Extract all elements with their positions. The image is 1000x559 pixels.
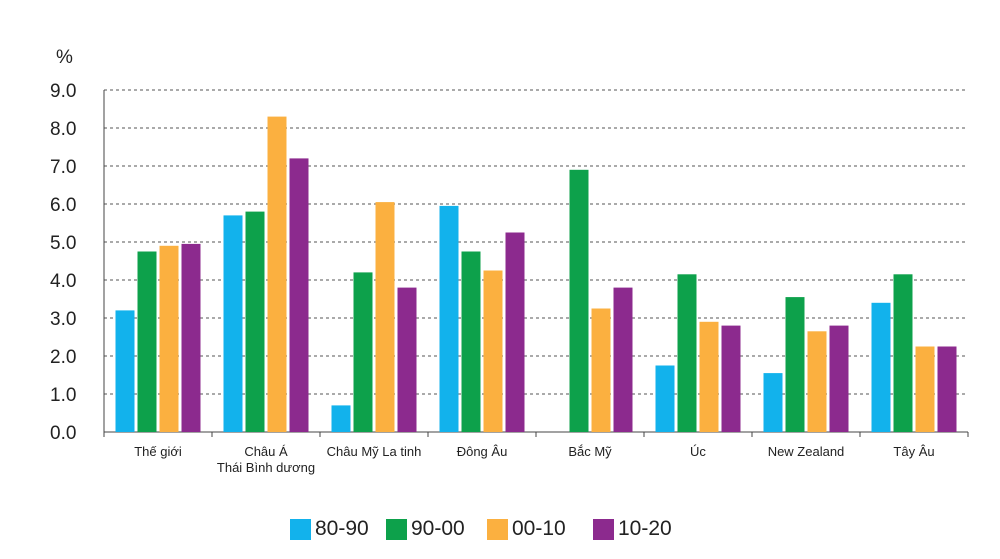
bar-00-10 bbox=[375, 202, 395, 432]
y-tick-label: 1.0 bbox=[50, 385, 76, 406]
bar-00-10 bbox=[699, 321, 719, 432]
bar-10-20 bbox=[397, 287, 417, 432]
y-tick-label: 6.0 bbox=[50, 195, 76, 216]
bar-90-00 bbox=[677, 274, 697, 432]
bar-00-10 bbox=[591, 308, 611, 432]
bars bbox=[115, 116, 957, 433]
y-tick-label: 9.0 bbox=[50, 81, 76, 102]
legend-label: 90-00 bbox=[411, 517, 465, 540]
bar-80-90 bbox=[331, 405, 351, 432]
bar-00-10 bbox=[807, 331, 827, 432]
bar-90-00 bbox=[245, 211, 265, 432]
bar-90-00 bbox=[569, 169, 589, 433]
y-axis-unit-label: % bbox=[56, 47, 73, 68]
legend-swatch bbox=[593, 518, 614, 540]
y-tick-label: 2.0 bbox=[50, 347, 76, 368]
bar-10-20 bbox=[721, 325, 741, 432]
bar-10-20 bbox=[937, 346, 957, 432]
legend-swatch bbox=[487, 518, 508, 540]
legend-swatch bbox=[386, 518, 407, 540]
bar-10-20 bbox=[613, 287, 633, 432]
x-category-label: Châu Mỹ La tinh bbox=[327, 444, 422, 459]
bar-00-10 bbox=[483, 270, 503, 432]
bar-00-10 bbox=[915, 346, 935, 432]
y-tick-label: 4.0 bbox=[50, 271, 76, 292]
legend-item: 80-90 bbox=[290, 513, 369, 545]
x-category-label: Bắc Mỹ bbox=[568, 444, 612, 459]
x-category-label: New Zealand bbox=[768, 444, 845, 459]
bar-10-20 bbox=[181, 243, 201, 432]
bar-10-20 bbox=[289, 158, 309, 432]
bar-80-90 bbox=[223, 215, 243, 432]
legend-swatch bbox=[290, 518, 311, 540]
legend-label: 00-10 bbox=[512, 517, 566, 540]
bar-90-00 bbox=[785, 297, 805, 432]
legend-item: 00-10 bbox=[487, 513, 566, 545]
bar-90-00 bbox=[353, 272, 373, 432]
y-tick-label: 3.0 bbox=[50, 309, 76, 330]
bar-00-10 bbox=[267, 116, 287, 432]
bar-90-00 bbox=[137, 251, 157, 432]
x-category-label: Châu Á bbox=[244, 444, 288, 459]
x-category-label: Tây Âu bbox=[893, 444, 934, 459]
bar-90-00 bbox=[893, 274, 913, 432]
bar-10-20 bbox=[505, 232, 525, 432]
bar-80-90 bbox=[655, 365, 675, 432]
legend-item: 10-20 bbox=[593, 513, 672, 545]
y-tick-label: 0.0 bbox=[50, 423, 76, 444]
bar-80-90 bbox=[871, 302, 891, 432]
x-category-label: Thái Bình dương bbox=[217, 460, 315, 475]
legend-label: 10-20 bbox=[618, 517, 672, 540]
x-category-label: Úc bbox=[690, 444, 706, 459]
y-tick-label: 7.0 bbox=[50, 157, 76, 178]
bar-80-90 bbox=[439, 205, 459, 432]
bar-90-00 bbox=[461, 251, 481, 432]
bar-80-90 bbox=[115, 310, 135, 432]
y-tick-label: 8.0 bbox=[50, 119, 76, 140]
legend-label: 80-90 bbox=[315, 517, 369, 540]
bar-00-10 bbox=[159, 245, 179, 432]
bar-chart: % 0.0 1.0 2.0 3.0 4.0 5.0 6.0 7.0 8.0 9.0 Thế giớ… bbox=[50, 47, 969, 475]
legend: 80-90 90-00 00-10 10-20 bbox=[0, 513, 1000, 545]
x-category-label: Thế giới bbox=[134, 444, 182, 459]
y-tick-label: 5.0 bbox=[50, 233, 76, 254]
bar-10-20 bbox=[829, 325, 849, 432]
x-category-label: Đông Âu bbox=[457, 444, 508, 459]
y-tick-labels: 0.0 1.0 2.0 3.0 4.0 5.0 6.0 7.0 8.0 9.0 bbox=[50, 81, 76, 444]
legend-item: 90-00 bbox=[386, 513, 465, 545]
bar-80-90 bbox=[763, 373, 783, 432]
